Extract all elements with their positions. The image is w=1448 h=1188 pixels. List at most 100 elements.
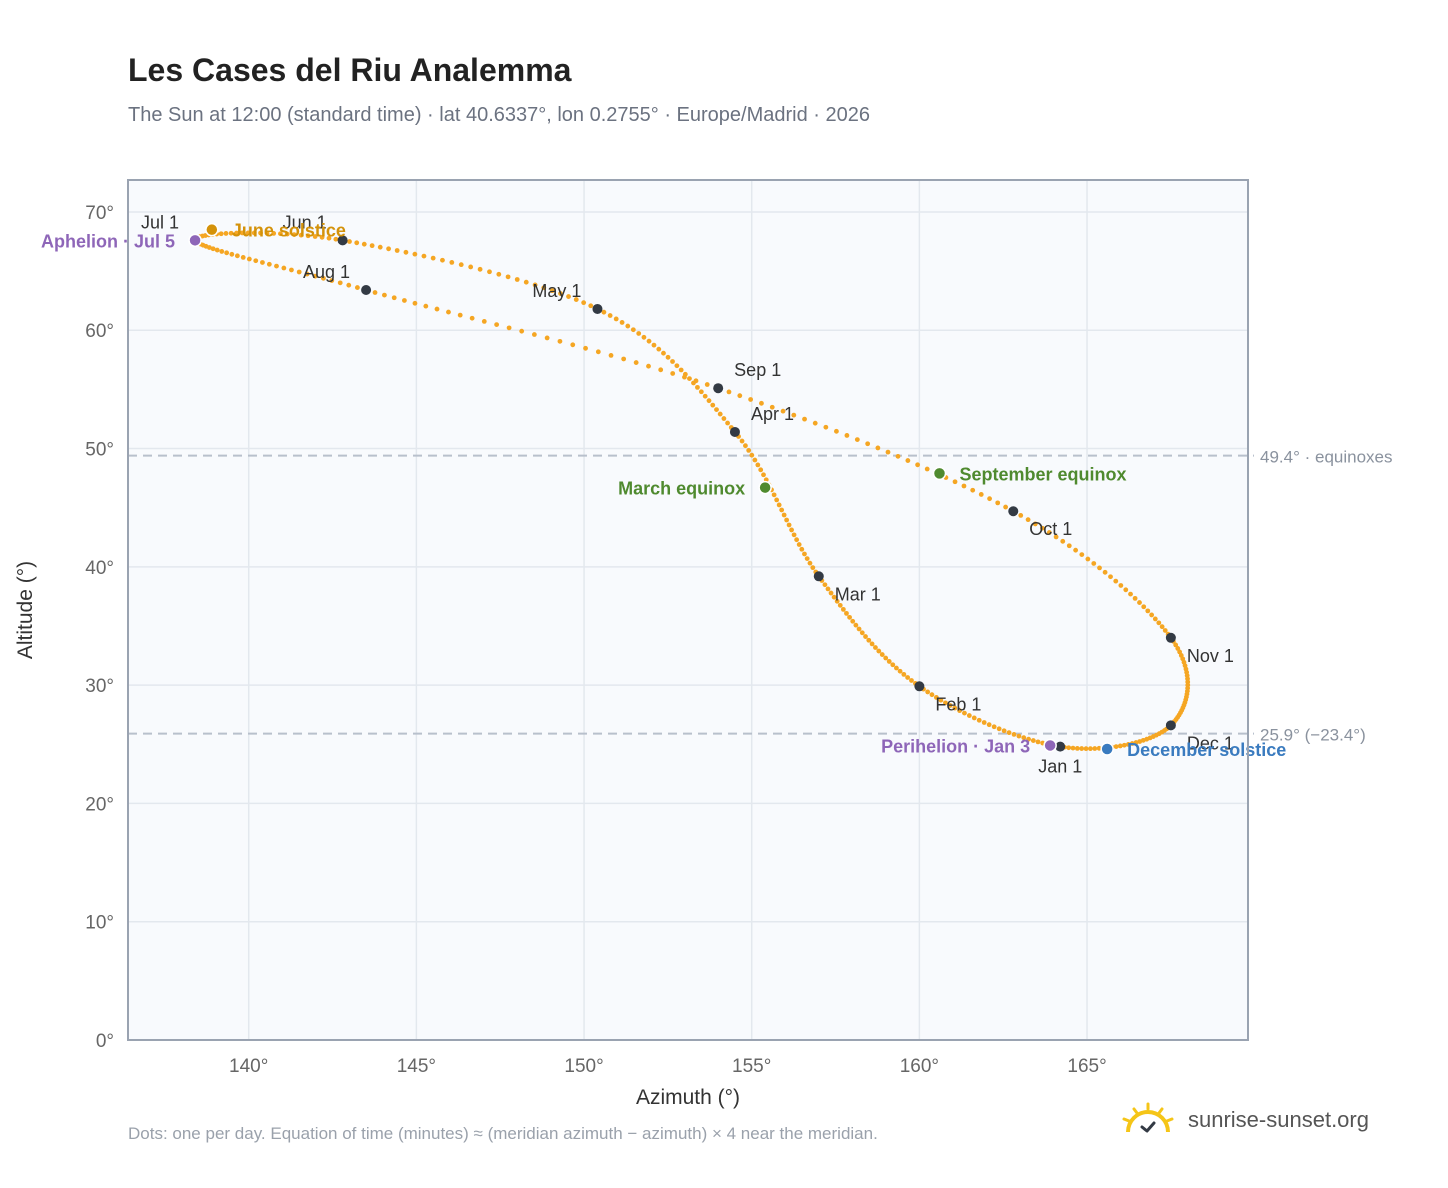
day-dot: [1073, 547, 1079, 553]
day-dot: [915, 462, 921, 468]
day-dot: [619, 320, 625, 325]
day-dot: [743, 443, 748, 449]
month-marker: [1165, 632, 1176, 643]
day-dot: [894, 665, 899, 671]
day-dot: [710, 402, 716, 408]
day-dot: [1001, 728, 1007, 734]
day-dot: [799, 546, 805, 552]
day-dot: [372, 290, 378, 295]
x-tick-label: 160°: [900, 1056, 939, 1077]
day-dot: [1125, 742, 1131, 747]
day-dot: [333, 236, 339, 242]
day-dot: [1137, 600, 1142, 605]
month-label: Apr 1: [751, 404, 794, 424]
event-marker: [932, 466, 947, 481]
day-dot: [810, 565, 816, 571]
month-label: Jan 1: [1038, 757, 1082, 777]
day-dot: [296, 269, 302, 275]
day-dot: [278, 231, 283, 237]
day-dot: [346, 282, 352, 288]
day-dot: [264, 230, 270, 236]
x-tick-label: 150°: [564, 1056, 603, 1077]
day-dot: [541, 285, 547, 291]
day-dot: [721, 416, 727, 421]
day-dot: [412, 300, 418, 306]
day-dot: [446, 309, 451, 315]
day-dot: [1083, 746, 1089, 752]
day-dot: [1141, 604, 1147, 610]
day-dot: [266, 261, 272, 267]
day-dot: [1156, 620, 1162, 626]
day-dot: [382, 292, 387, 298]
day-dot: [865, 441, 871, 447]
day-dot: [361, 241, 367, 247]
day-dot: [802, 416, 807, 422]
day-dot: [228, 230, 234, 236]
month-marker: [813, 571, 824, 582]
brand[interactable]: sunrise-sunset.org: [1120, 1102, 1369, 1138]
day-dot: [755, 462, 761, 468]
day-dot: [853, 622, 859, 628]
day-dot: [966, 713, 972, 718]
day-dot: [391, 295, 397, 301]
day-dot: [825, 586, 831, 592]
month-marker: [1165, 720, 1176, 731]
day-dot: [822, 582, 828, 588]
event-marker: [205, 222, 219, 237]
day-dot: [630, 327, 636, 333]
day-dot: [219, 249, 225, 254]
brand-name: sunrise-sunset.org: [1188, 1107, 1369, 1132]
day-dot: [298, 232, 304, 238]
day-dot: [938, 697, 944, 703]
day-dot: [1145, 608, 1151, 614]
day-dot: [895, 453, 901, 459]
month-label: Dec 1: [1187, 733, 1234, 753]
day-dot: [1053, 534, 1059, 540]
day-dot: [1108, 574, 1113, 580]
day-dot: [636, 331, 642, 336]
day-dot: [549, 288, 555, 294]
day-dot: [319, 234, 325, 240]
day-dot: [876, 648, 882, 654]
day-dot: [739, 438, 745, 444]
month-label: Sep 1: [734, 360, 781, 380]
day-dot: [834, 428, 839, 434]
day-dot: [796, 542, 802, 547]
day-dot: [771, 492, 777, 498]
day-dot: [1079, 746, 1085, 751]
day-dot: [823, 424, 829, 430]
day-dot: [1074, 745, 1080, 751]
day-dot: [943, 700, 948, 706]
day-dot: [312, 234, 318, 239]
day-dot: [430, 255, 436, 261]
day-dot: [837, 602, 843, 608]
day-dot: [1096, 745, 1102, 751]
day-dot: [544, 335, 550, 341]
day-dot: [879, 652, 885, 657]
day-dot: [1133, 740, 1139, 745]
day-dot: [883, 655, 889, 661]
day-dot: [274, 263, 279, 269]
month-label: Jul 1: [141, 212, 179, 232]
day-dot: [844, 610, 849, 616]
day-dot: [866, 637, 872, 643]
day-dot: [746, 448, 752, 453]
day-dot: [1030, 738, 1036, 743]
footnote: Dots: one per day. Equation of time (min…: [128, 1124, 878, 1143]
day-dot: [1011, 732, 1017, 737]
day-dot: [828, 590, 834, 596]
day-dot: [402, 298, 407, 303]
day-dot: [905, 675, 911, 680]
day-dot: [608, 352, 614, 358]
day-dot: [557, 338, 563, 344]
day-dot: [354, 285, 360, 290]
day-dot: [665, 354, 671, 360]
month-label: Mar 1: [835, 584, 881, 604]
day-dot: [386, 246, 391, 252]
day-dot: [1018, 513, 1024, 518]
y-tick-label: 20°: [85, 794, 114, 815]
day-dot: [971, 715, 977, 721]
day-dot: [224, 250, 230, 256]
x-tick-label: 140°: [229, 1056, 268, 1077]
